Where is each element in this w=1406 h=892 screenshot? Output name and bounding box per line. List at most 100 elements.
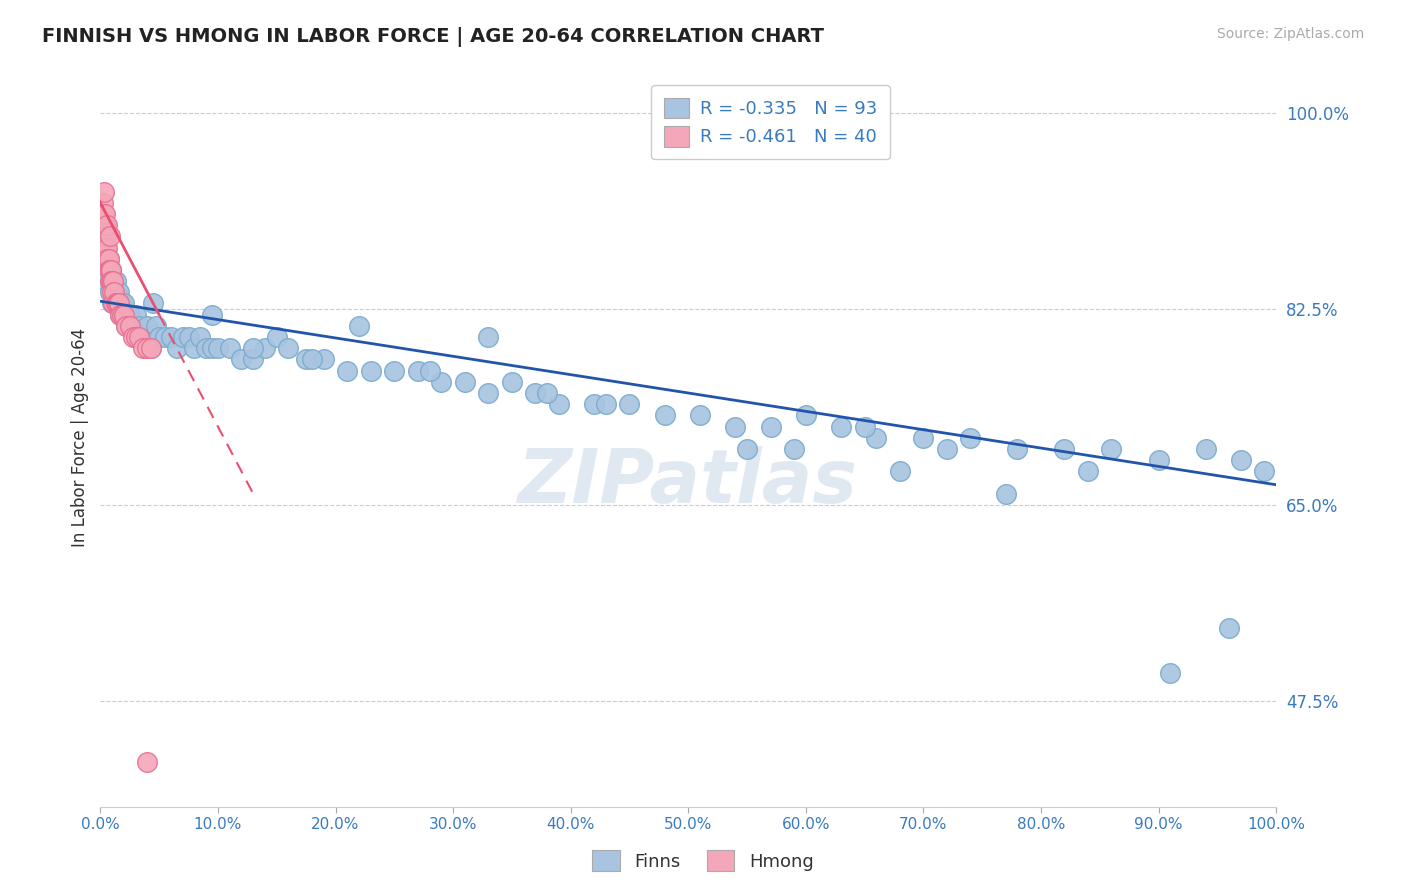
Point (110, 308, 132, 322)
Point (689, 409, 711, 423)
Point (94, 241, 117, 255)
Point (96, 241, 118, 255)
Point (912, 431, 935, 445)
Point (654, 409, 676, 423)
Point (122, 330, 145, 344)
Point (100, 263, 122, 277)
Point (110, 308, 132, 322)
Point (172, 330, 194, 344)
Point (195, 341, 218, 355)
Point (97, 252, 120, 266)
Point (114, 308, 136, 322)
Point (201, 341, 224, 355)
Point (98, 229, 121, 244)
Point (96, 252, 118, 266)
Point (783, 442, 806, 456)
Point (96, 274, 118, 288)
Point (201, 308, 224, 322)
Point (124, 330, 146, 344)
Point (406, 363, 429, 377)
Point (93, 207, 115, 221)
Point (830, 419, 852, 434)
Point (477, 330, 499, 344)
Point (98, 285, 121, 300)
Point (536, 386, 558, 401)
Point (865, 431, 887, 445)
Text: Source: ZipAtlas.com: Source: ZipAtlas.com (1216, 27, 1364, 41)
Point (124, 308, 146, 322)
Point (96, 241, 118, 255)
Point (118, 308, 141, 322)
Point (97, 263, 120, 277)
Point (347, 318, 370, 333)
Point (1159, 665, 1181, 680)
Point (231, 352, 253, 367)
Point (103, 274, 125, 288)
Point (103, 296, 125, 310)
Point (1194, 442, 1216, 456)
Legend: R = -0.335   N = 93, R = -0.461   N = 40: R = -0.335 N = 93, R = -0.461 N = 40 (651, 85, 890, 159)
Point (110, 308, 132, 322)
Point (166, 341, 188, 355)
Point (419, 363, 441, 377)
Point (100, 263, 122, 277)
Point (548, 397, 571, 411)
Point (153, 330, 176, 344)
Point (145, 318, 167, 333)
Point (183, 341, 205, 355)
Point (1053, 442, 1076, 456)
Point (112, 308, 135, 322)
Point (93, 185, 115, 199)
Point (1007, 442, 1029, 456)
Point (131, 341, 153, 355)
Point (100, 274, 122, 288)
Point (101, 296, 124, 310)
Point (477, 386, 499, 401)
Point (91, 195, 114, 210)
Y-axis label: In Labor Force | Age 20-64: In Labor Force | Age 20-64 (72, 328, 89, 548)
Point (253, 341, 276, 355)
Point (96, 229, 118, 244)
Point (595, 397, 617, 411)
Point (97, 252, 120, 266)
Point (524, 386, 547, 401)
Point (98, 274, 121, 288)
Point (242, 352, 264, 367)
Point (1253, 464, 1275, 478)
Point (735, 442, 758, 456)
Point (583, 397, 606, 411)
Point (889, 464, 911, 478)
Point (94, 207, 117, 221)
Point (103, 296, 125, 310)
Point (759, 419, 782, 434)
Point (177, 330, 200, 344)
Point (295, 352, 318, 367)
Point (107, 296, 129, 310)
Point (277, 341, 299, 355)
Point (128, 330, 150, 344)
Point (105, 296, 128, 310)
Point (110, 296, 132, 310)
Point (360, 363, 382, 377)
Point (1101, 442, 1123, 456)
Point (103, 285, 125, 300)
Point (242, 341, 264, 355)
Point (501, 375, 523, 389)
Point (1218, 621, 1240, 635)
Point (218, 341, 240, 355)
Point (98, 263, 121, 277)
Point (207, 341, 229, 355)
Point (454, 375, 477, 389)
Point (160, 330, 183, 344)
Point (118, 318, 141, 333)
Point (101, 274, 124, 288)
Point (724, 419, 747, 434)
Point (115, 318, 138, 333)
Point (619, 397, 641, 411)
Point (1077, 464, 1099, 478)
Text: ZIPatlas: ZIPatlas (519, 446, 858, 518)
Point (935, 442, 957, 456)
Point (94, 218, 117, 232)
Point (301, 352, 323, 367)
Point (128, 318, 150, 333)
